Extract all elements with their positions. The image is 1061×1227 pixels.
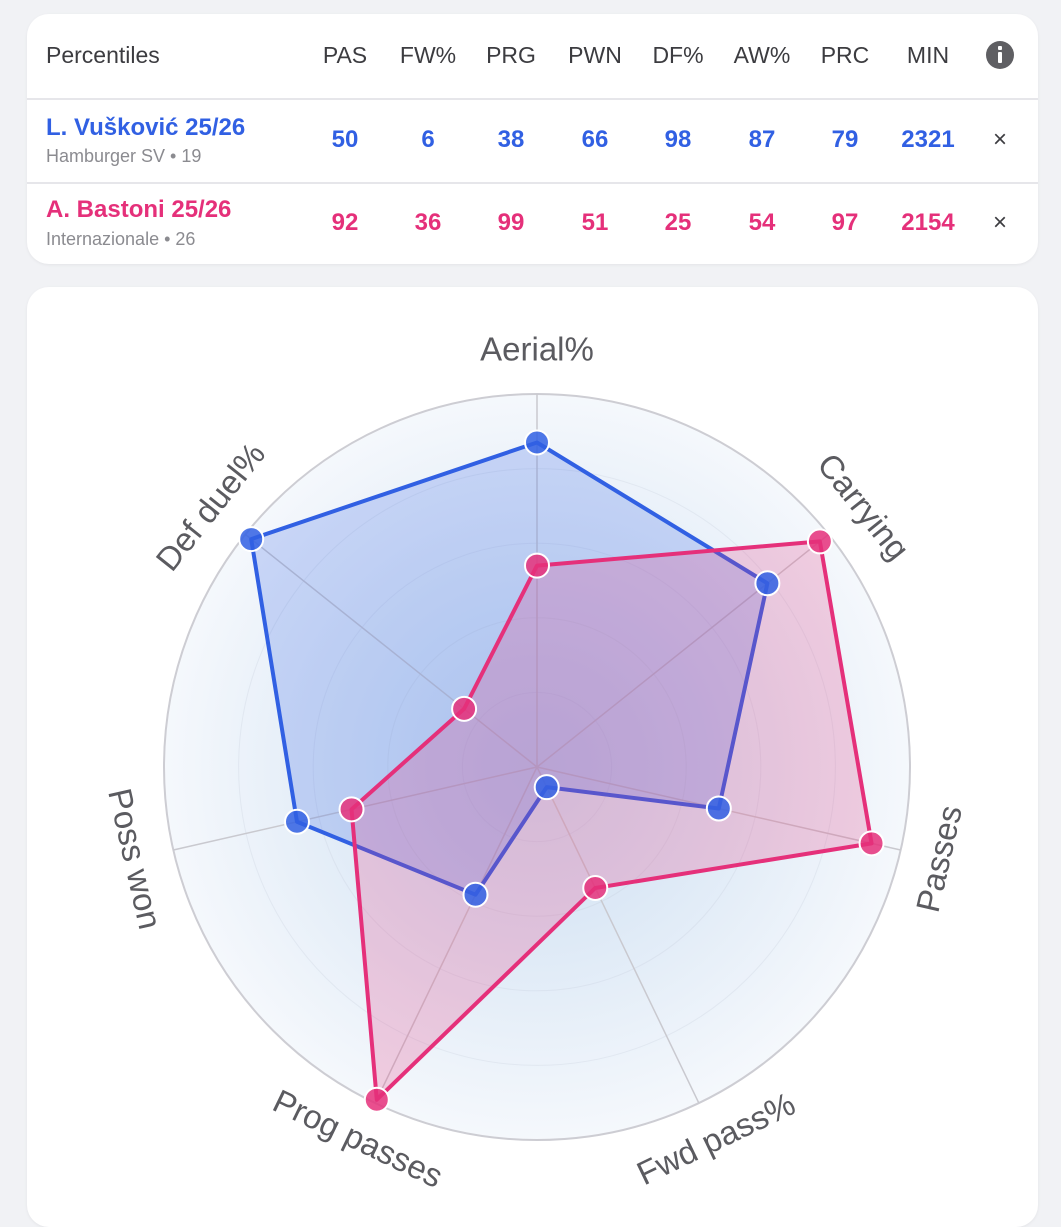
series-point-1 — [338, 796, 365, 823]
radar-axis-line — [536, 766, 700, 1104]
series-point-1 — [806, 528, 833, 555]
series-point-0 — [754, 570, 781, 597]
value-prg: 38 — [497, 126, 525, 153]
column-header-aw[interactable]: AW% — [733, 42, 791, 68]
series-point-0 — [705, 795, 732, 822]
info-icon[interactable] — [986, 41, 1014, 69]
remove-player-button[interactable]: × — [992, 126, 1007, 153]
value-pwn: 66 — [581, 126, 609, 153]
player-name: A. Bastoni 25/26 — [46, 196, 232, 223]
value-fw: 36 — [414, 209, 442, 236]
radar-axis-line — [536, 533, 830, 768]
value-prc: 97 — [831, 209, 859, 236]
axis-label: Passes — [909, 802, 969, 916]
series-point-1 — [363, 1086, 390, 1113]
series-point-1 — [858, 830, 885, 857]
remove-player-button[interactable]: × — [992, 209, 1007, 236]
value-aw: 54 — [748, 209, 776, 236]
series-point-1 — [524, 552, 550, 579]
series-point-1 — [582, 874, 609, 901]
player-name: L. Vušković 25/26 — [46, 114, 246, 141]
table-row: A. Bastoni 25/26 Internazionale • 26 92 … — [27, 184, 1038, 264]
axis-label: Poss won — [101, 785, 169, 933]
value-min: 2154 — [901, 209, 955, 236]
radar-axis-line — [244, 533, 538, 768]
value-pas: 92 — [331, 209, 359, 236]
value-prc: 79 — [831, 126, 859, 153]
series-point-0 — [238, 526, 265, 553]
value-pas: 50 — [331, 126, 359, 153]
table-title: Percentiles — [46, 42, 160, 68]
series-point-0 — [462, 881, 489, 908]
series-area-1 — [349, 539, 874, 1102]
series-point-0 — [283, 808, 310, 835]
series-point-1 — [451, 695, 478, 722]
radar-axis-line — [374, 766, 538, 1104]
value-df: 98 — [664, 126, 692, 153]
column-header-prc[interactable]: PRC — [820, 42, 870, 68]
table-row: L. Vušković 25/26 Hamburger SV • 19 50 6… — [27, 100, 1038, 184]
percentiles-table: Percentiles PAS FW% PRG PWN DF% AW% PRC … — [27, 14, 1038, 264]
value-pwn: 51 — [581, 209, 609, 236]
series-point-0 — [533, 774, 560, 801]
value-df: 25 — [664, 209, 692, 236]
value-fw: 6 — [421, 126, 435, 153]
value-aw: 87 — [748, 126, 776, 153]
column-header-pas[interactable]: PAS — [322, 42, 368, 68]
axis-label: Aerial% — [480, 331, 594, 368]
table-header: Percentiles PAS FW% PRG PWN DF% AW% PRC … — [27, 14, 1038, 100]
column-header-pwn[interactable]: PWN — [568, 42, 622, 68]
column-header-prg[interactable]: PRG — [486, 42, 536, 68]
column-header-df[interactable]: DF% — [652, 42, 704, 68]
value-min: 2321 — [901, 126, 955, 153]
series-point-0 — [524, 429, 550, 456]
value-prg: 99 — [497, 209, 525, 236]
player-club-age: Internazionale • 26 — [46, 229, 196, 249]
player-club-age: Hamburger SV • 19 — [46, 146, 202, 166]
radar-chart-card: Aerial% Carrying Passes Fwd pass% Prog passe… — [27, 287, 1038, 1227]
column-header-min[interactable]: MIN — [906, 42, 950, 68]
column-header-fw[interactable]: FW% — [399, 42, 457, 68]
